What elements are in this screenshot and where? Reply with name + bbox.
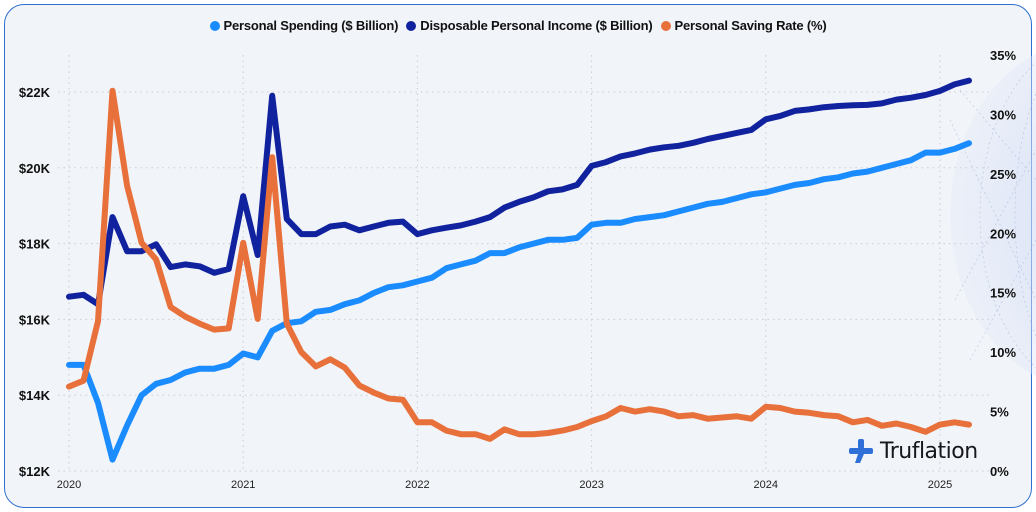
legend-swatch-spending — [209, 20, 220, 31]
right-y-tick-label: 15% — [990, 286, 1016, 301]
series-line-spending[interactable] — [66, 140, 972, 463]
legend-label-saving-rate: Personal Saving Rate (%) — [674, 18, 827, 33]
left-y-tick-label: $16K — [19, 312, 51, 327]
truflation-wordmark: Truflation — [880, 438, 978, 464]
legend-swatch-saving-rate — [660, 20, 671, 31]
series-lines — [66, 77, 972, 463]
legend-swatch-income — [406, 20, 417, 31]
left-y-axis: $12K $14K $16K $18K $20K $22K — [19, 85, 51, 479]
series-line-income[interactable] — [66, 77, 972, 308]
series-line-saving-rate[interactable] — [66, 87, 972, 442]
legend-item-saving-rate[interactable]: Personal Saving Rate (%) — [660, 18, 827, 33]
x-tick-label: 2023 — [579, 479, 603, 491]
truflation-logo-icon — [849, 439, 873, 463]
x-tick-label: 2025 — [928, 479, 952, 491]
right-y-tick-label: 5% — [990, 405, 1009, 420]
x-tick-label: 2021 — [231, 479, 255, 491]
x-axis: 2020 2021 2022 2023 2024 2025 — [57, 479, 952, 491]
right-y-tick-label: 0% — [990, 464, 1009, 479]
left-y-tick-label: $14K — [19, 388, 51, 403]
left-y-tick-label: $22K — [19, 85, 51, 100]
right-y-tick-label: 20% — [990, 226, 1016, 241]
right-y-tick-label: 10% — [990, 345, 1016, 360]
left-y-tick-label: $12K — [19, 464, 51, 479]
legend-item-income[interactable]: Disposable Personal Income ($ Billion) — [406, 18, 653, 33]
right-y-tick-label: 35% — [990, 48, 1016, 63]
x-tick-label: 2020 — [57, 479, 81, 491]
x-tick-label: 2022 — [405, 479, 429, 491]
legend-label-spending: Personal Spending ($ Billion) — [223, 18, 399, 33]
legend-item-spending[interactable]: Personal Spending ($ Billion) — [209, 18, 399, 33]
left-y-tick-label: $20K — [19, 161, 51, 176]
left-y-tick-label: $18K — [19, 237, 51, 252]
x-tick-label: 2024 — [754, 479, 778, 491]
truflation-logo: Truflation — [848, 438, 978, 464]
grid-lines — [58, 55, 990, 472]
right-y-tick-label: 30% — [990, 107, 1016, 122]
chart-legend: Personal Spending ($ Billion) Disposable… — [0, 18, 1036, 33]
legend-label-income: Disposable Personal Income ($ Billion) — [420, 18, 653, 33]
right-y-axis: 0% 5% 10% 15% 20% 25% 30% 35% — [990, 48, 1016, 479]
right-y-tick-label: 25% — [990, 167, 1016, 182]
